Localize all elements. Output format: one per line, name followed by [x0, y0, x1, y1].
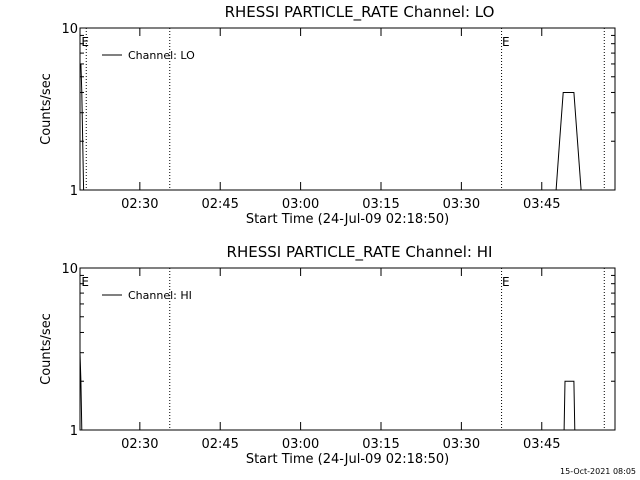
x-tick-label: 03:15	[362, 197, 399, 212]
series-line	[80, 63, 85, 191]
y-tick-label: 10	[61, 22, 78, 37]
plot-frame	[79, 267, 616, 431]
y-tick-label: 1	[70, 424, 78, 439]
x-tick-label: 02:45	[201, 437, 238, 452]
event-marker-label: E	[502, 275, 510, 289]
y-axis-label: Counts/sec	[39, 73, 54, 145]
x-tick-label: 02:45	[201, 197, 238, 212]
x-axis-label: Start Time (24-Jul-09 02:18:50)	[246, 212, 449, 227]
x-tick-label: 02:30	[121, 197, 158, 212]
x-tick-label: 03:00	[282, 437, 319, 452]
lo-channel-panel: RHESSI PARTICLE_RATE Channel: LO 02:30 02:…	[39, 3, 616, 227]
x-axis-label: Start Time (24-Jul-09 02:18:50)	[246, 452, 449, 467]
event-marker-label: E	[81, 35, 89, 49]
x-tick-label: 03:00	[282, 197, 319, 212]
series-line	[555, 92, 582, 191]
x-tick-label: 02:30	[121, 437, 158, 452]
hi-channel-panel: RHESSI PARTICLE_RATE Channel: HI 02:30 02:…	[39, 243, 616, 467]
chart-title: RHESSI PARTICLE_RATE Channel: LO	[225, 3, 495, 22]
chart-title: RHESSI PARTICLE_RATE Channel: HI	[227, 243, 493, 262]
legend-label: Channel: HI	[128, 289, 192, 302]
y-tick-label: 1	[70, 184, 78, 199]
event-marker-label: E	[81, 275, 89, 289]
x-tick-label: 03:30	[443, 437, 480, 452]
y-axis-label: Counts/sec	[39, 313, 54, 385]
timestamp-footer: 15-Oct-2021 08:05	[560, 467, 636, 476]
series-line	[563, 380, 576, 431]
y-tick-label: 10	[61, 262, 78, 277]
series-line	[79, 352, 83, 431]
event-marker-label: E	[502, 35, 510, 49]
x-tick-label: 03:15	[362, 437, 399, 452]
x-tick-label: 03:45	[523, 197, 560, 212]
x-tick-label: 03:30	[443, 197, 480, 212]
legend-label: Channel: LO	[128, 49, 195, 62]
plot-frame	[79, 27, 616, 191]
x-tick-label: 03:45	[523, 437, 560, 452]
